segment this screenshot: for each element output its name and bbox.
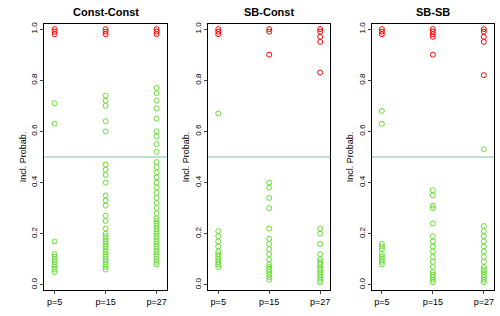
svg-text:p=5: p=5 [211,297,226,307]
svg-text:Const-Const: Const-Const [73,6,139,18]
svg-text:p=27: p=27 [474,297,494,307]
svg-text:Incl. Probab.: Incl. Probab. [18,132,28,183]
svg-text:0.6: 0.6 [30,124,39,136]
svg-text:SB-SB: SB-SB [416,6,450,18]
svg-text:SB-Const: SB-Const [244,6,294,18]
svg-text:1.0: 1.0 [194,22,203,34]
svg-text:p=15: p=15 [423,297,443,307]
svg-text:p=15: p=15 [259,297,279,307]
svg-text:0.0: 0.0 [194,278,203,290]
svg-text:0.4: 0.4 [357,175,366,187]
svg-text:1.0: 1.0 [357,22,366,34]
svg-text:p=27: p=27 [310,297,330,307]
svg-text:0.8: 0.8 [30,73,39,85]
svg-text:p=5: p=5 [374,297,389,307]
svg-text:0.6: 0.6 [194,124,203,136]
svg-text:0.2: 0.2 [30,226,39,238]
svg-text:0.4: 0.4 [30,175,39,187]
svg-text:0.8: 0.8 [194,73,203,85]
svg-text:0.6: 0.6 [357,124,366,136]
svg-text:Incl. Probab.: Incl. Probab. [181,132,191,183]
svg-text:0.2: 0.2 [194,226,203,238]
svg-text:0.0: 0.0 [357,278,366,290]
svg-text:0.0: 0.0 [30,278,39,290]
svg-text:p=15: p=15 [95,297,115,307]
svg-text:Incl. Probab.: Incl. Probab. [345,132,355,183]
svg-text:1.0: 1.0 [30,22,39,34]
svg-text:0.4: 0.4 [194,175,203,187]
svg-text:0.8: 0.8 [357,73,366,85]
svg-text:0.2: 0.2 [357,226,366,238]
svg-text:p=27: p=27 [146,297,166,307]
svg-text:p=5: p=5 [47,297,62,307]
